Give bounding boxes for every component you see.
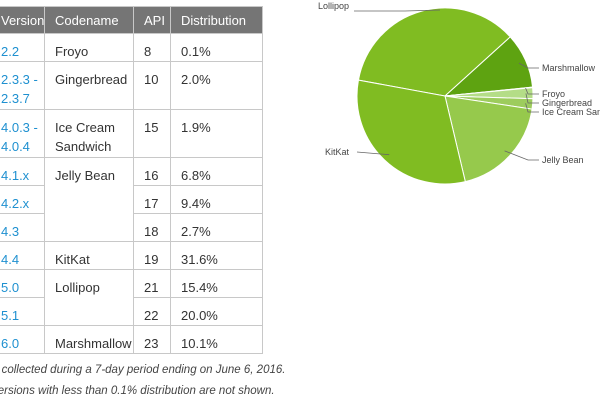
pie-slice-jelly-bean xyxy=(444,95,533,183)
table-row: 4.4 KitKat 19 31.6% xyxy=(0,241,263,270)
api-cell: 15 xyxy=(133,109,171,158)
table-row: 4.1.x Jelly Bean 16 6.8% xyxy=(0,157,263,242)
distribution-cell: 0.1% xyxy=(170,33,263,62)
pie-slices xyxy=(356,7,534,185)
codename-cell: Froyo xyxy=(44,33,134,62)
distribution-cell: 2.0% xyxy=(170,61,263,110)
distribution-cell: 15.4% xyxy=(170,269,263,298)
pie-leader-line xyxy=(525,93,539,104)
version-link[interactable]: 2.3.3 -2.3.7 xyxy=(0,61,45,110)
table-row: 4.2.x 17 9.4% xyxy=(0,185,263,214)
distribution-cell: 1.9% xyxy=(170,109,263,158)
codename-cell: Gingerbread xyxy=(44,61,134,110)
pie-label-gingerbread: Gingerbread xyxy=(542,98,592,108)
version-link[interactable]: 6.0 xyxy=(0,325,45,354)
pie-leader-line xyxy=(354,9,441,12)
distribution-cell: 6.8% xyxy=(170,157,263,186)
footnote-threshold: versions with less than 0.1% distributio… xyxy=(0,385,275,397)
header-api: API xyxy=(133,6,171,34)
version-link[interactable]: 4.1.x xyxy=(0,157,45,186)
pie-label-kitkat: KitKat xyxy=(325,147,350,157)
api-cell: 19 xyxy=(133,241,171,270)
pie-label-lollipop: Lollipop xyxy=(318,1,349,11)
distribution-cell: 31.6% xyxy=(170,241,263,270)
version-link[interactable]: 2.2 xyxy=(0,33,45,62)
pie-slice-lollipop xyxy=(357,7,511,97)
pie-label-ice-cream-sandwich: Ice Cream Sandwich xyxy=(542,107,600,117)
pie-label-jelly-bean: Jelly Bean xyxy=(542,155,584,165)
table-row: 4.3 18 2.7% xyxy=(0,213,263,242)
distribution-table-container: Version Codename API Distribution 2.2 Fro… xyxy=(0,6,263,354)
table-row: 5.0 Lollipop 21 15.4% xyxy=(0,269,263,326)
distribution-cell: 20.0% xyxy=(170,297,263,326)
footnote-collection-period: a collected during a 7-day period ending… xyxy=(0,364,286,376)
table-row: 2.3.3 -2.3.7 Gingerbread 10 2.0% xyxy=(0,61,263,110)
codename-cell: Marshmallow xyxy=(44,325,134,354)
distribution-cell: 2.7% xyxy=(170,213,263,242)
distribution-cell: 10.1% xyxy=(170,325,263,354)
version-link[interactable]: 5.1 xyxy=(0,297,45,326)
api-cell: 10 xyxy=(133,61,171,110)
pie-leader-line xyxy=(518,62,539,69)
table-row: 4.0.3 -4.0.4 Ice Cream Sandwich 15 1.9% xyxy=(0,109,263,158)
codename-cell: Jelly Bean xyxy=(44,157,134,242)
pie-leader-line xyxy=(504,150,539,161)
version-link[interactable]: 4.4 xyxy=(0,241,45,270)
pie-leader-line xyxy=(356,151,390,156)
header-version: Version xyxy=(0,6,45,34)
footnotes: a collected during a 7-day period ending… xyxy=(0,363,285,405)
api-cell: 23 xyxy=(133,325,171,354)
pie-leader-line xyxy=(525,87,539,95)
pie-slice-kitkat xyxy=(356,79,466,185)
pie-leader-line xyxy=(525,103,539,113)
distribution-cell: 9.4% xyxy=(170,185,263,214)
table-row: 5.1 22 20.0% xyxy=(0,297,263,326)
version-link[interactable]: 5.0 xyxy=(0,269,45,298)
table-row: 2.2 Froyo 8 0.1% xyxy=(0,33,263,62)
pie-label-marshmallow: Marshmallow xyxy=(542,63,596,73)
codename-cell: Ice Cream Sandwich xyxy=(44,109,134,158)
table-row: 6.0 Marshmallow 23 10.1% xyxy=(0,325,263,354)
pie-label-froyo: Froyo xyxy=(542,89,565,99)
distribution-table: Version Codename API Distribution 2.2 Fro… xyxy=(0,6,263,354)
